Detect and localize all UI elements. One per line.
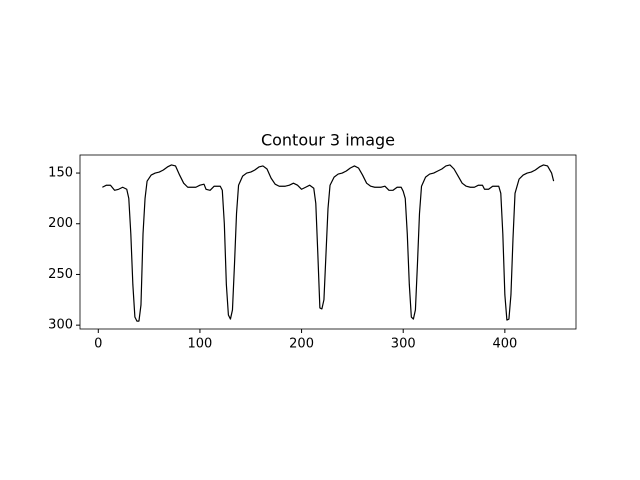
data-line	[102, 164, 555, 322]
chart-title: Contour 3 image	[261, 131, 395, 150]
x-tick-label: 0	[94, 337, 102, 352]
plot-frame	[79, 154, 577, 330]
y-tick-label: 250	[48, 267, 73, 282]
y-tick-label: 200	[48, 216, 73, 231]
x-tick-label: 300	[391, 337, 416, 352]
y-tick-label: 300	[48, 318, 73, 333]
x-tick-label: 100	[188, 337, 213, 352]
x-tick-label: 200	[289, 337, 314, 352]
x-tick-label: 400	[492, 337, 517, 352]
y-tick-label: 150	[48, 166, 73, 181]
